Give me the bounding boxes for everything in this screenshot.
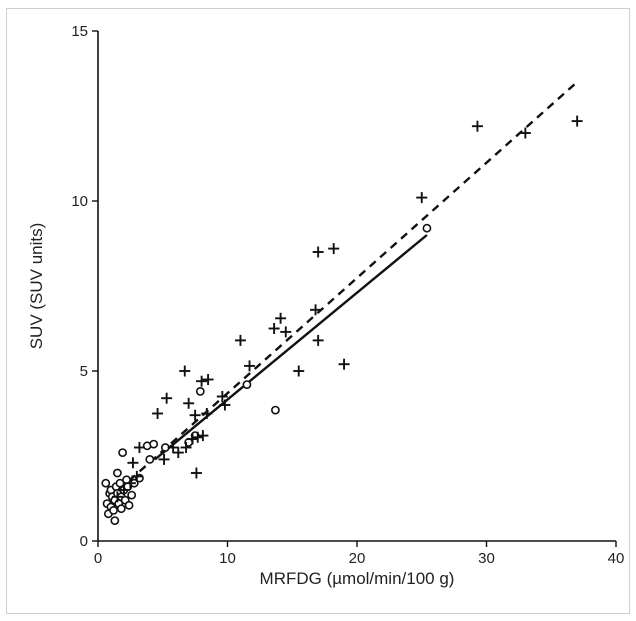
plus-point [519,127,531,139]
plus-point [312,246,324,258]
y-ticks: 0 5 10 15 [71,23,98,550]
circle-point [242,380,252,389]
plus-point [111,491,123,503]
circle-point [113,468,122,478]
circle-point [149,439,159,449]
plus-point [310,304,322,316]
plus-point [131,470,143,482]
circle-point [271,405,280,415]
plus-point [234,334,246,346]
x-ticks: 0 10 20 30 40 [94,541,625,567]
plus-point [196,375,208,387]
plus-point [118,484,130,496]
circle-point [109,505,118,515]
plus-point [328,243,340,255]
x-tick-label: 20 [349,550,366,567]
y-axis-title: SUV (SUV units) [27,223,46,350]
plus-point [167,442,179,453]
y-tick-label: 5 [80,363,88,380]
plus-point [172,447,184,459]
plus-point [416,192,428,204]
solid-fit-line [154,234,428,461]
plus-point [244,360,256,372]
plus-point [133,442,145,453]
plus-point [187,433,199,445]
data-points [101,115,583,525]
x-tick-label: 10 [219,550,236,567]
plus-point [124,477,136,489]
dashed-fit-line [117,81,578,491]
axes [97,31,616,542]
circle-point [422,223,432,233]
plus-point [127,457,139,469]
plus-point [471,120,483,132]
plus-point [268,323,280,334]
plus-point [338,358,350,370]
x-tick-label: 30 [478,550,495,567]
plus-point [197,430,209,442]
plus-point [190,467,202,479]
circle-point [145,454,155,464]
plus-point [312,334,324,346]
plus-point [293,365,305,377]
x-tick-label: 40 [608,550,625,567]
circle-point [116,504,126,514]
plus-point [192,431,204,443]
fit-lines [117,81,578,491]
plus-point [216,391,228,402]
plus-point [189,409,201,421]
plus-point [201,408,213,419]
plus-point [180,442,192,453]
circle-point [101,478,111,488]
x-axis-title: MRFDG (µmol/min/100 g) [260,569,455,588]
circle-point [127,490,137,500]
plus-point [161,392,173,404]
circle-point [124,500,134,510]
plus-point [202,374,214,385]
plus-point [158,453,170,465]
y-tick-label: 15 [71,23,88,40]
y-tick-label: 10 [71,193,88,210]
plus-point [280,326,292,338]
x-tick-label: 0 [94,550,102,567]
circle-point [195,386,205,396]
plus-point [179,365,191,377]
plus-point [152,408,164,419]
circle-point [110,516,120,525]
circle-point [118,448,128,457]
plus-point [183,397,195,409]
plus-point [275,312,287,324]
y-tick-label: 0 [80,533,88,550]
circle-point [115,478,125,488]
plus-point [219,399,231,411]
plus-point [571,115,583,127]
